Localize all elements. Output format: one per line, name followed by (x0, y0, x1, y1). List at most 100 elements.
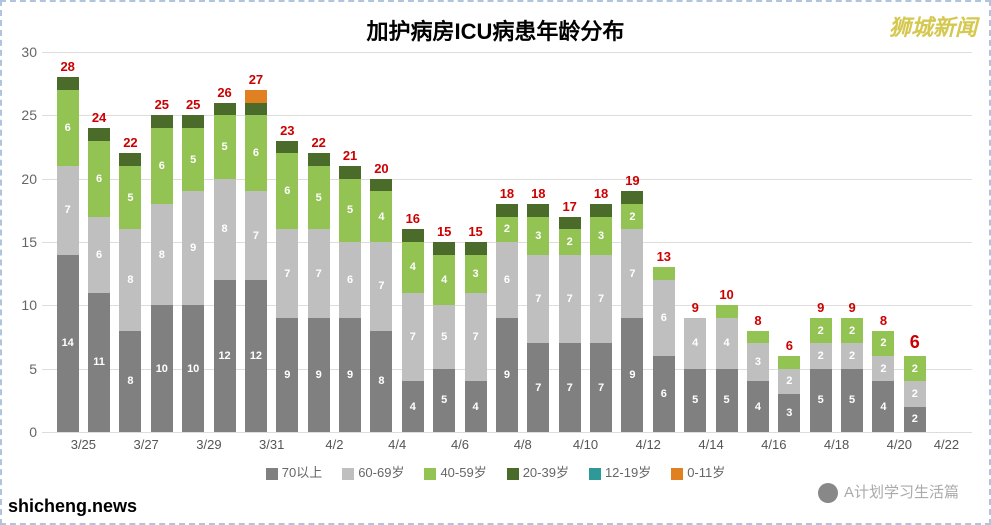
legend-label: 12-19岁 (605, 465, 651, 480)
bar-segment: 6 (88, 217, 110, 293)
stacked-bar: 43 (747, 331, 769, 432)
total-label: 22 (311, 135, 325, 150)
bar-segment (245, 90, 267, 103)
stacked-bar: 874 (370, 179, 392, 432)
stacked-bar: 522 (841, 318, 863, 432)
bar-segment: 2 (778, 369, 800, 394)
bar-segment (747, 331, 769, 344)
x-tick-label: 4/6 (429, 437, 492, 452)
legend-label: 20-39岁 (523, 465, 569, 480)
bar-segment: 4 (370, 191, 392, 242)
bar-segment (151, 115, 173, 128)
bar-segment (57, 77, 79, 90)
legend-swatch (342, 468, 354, 480)
total-label: 15 (437, 224, 451, 239)
legend-swatch (671, 468, 683, 480)
y-tick-label: 5 (12, 361, 37, 377)
bar-group: 22975 (303, 153, 334, 432)
bar-segment (465, 242, 487, 255)
bar-segment: 4 (716, 318, 738, 369)
bar-segment: 9 (496, 318, 518, 432)
stacked-bar: 773 (590, 204, 612, 432)
stacked-bar: 772 (559, 217, 581, 432)
bar-segment (778, 356, 800, 369)
bar-segment (214, 103, 236, 116)
total-label: 23 (280, 123, 294, 138)
chart-container: 狮城新闻 加护病房ICU病患年龄分布 051015202530 28147624… (0, 0, 991, 525)
bar-segment: 3 (778, 394, 800, 432)
legend-label: 0-11岁 (687, 465, 725, 480)
bar-segment: 4 (433, 255, 455, 306)
bar-group: 261285 (209, 103, 240, 432)
stacked-bar: 222 (904, 356, 926, 432)
y-tick-label: 10 (12, 297, 37, 313)
bar-segment: 2 (904, 407, 926, 432)
bar-group: 281476 (52, 77, 83, 432)
bar-segment: 6 (276, 153, 298, 229)
bar-segment: 4 (747, 381, 769, 432)
bar-group: 18962 (491, 204, 522, 432)
x-tick-label: 4/8 (491, 437, 554, 452)
bar-group: 15473 (460, 242, 491, 432)
bar-segment: 9 (182, 191, 204, 305)
bar-segment: 5 (339, 179, 361, 242)
bar-segment: 2 (904, 356, 926, 381)
stacked-bar: 1276 (245, 90, 267, 432)
bar-segment: 2 (841, 343, 863, 368)
bar-segment: 7 (590, 343, 612, 432)
total-label: 22 (123, 135, 137, 150)
bar-segment (621, 191, 643, 204)
total-label: 6 (910, 332, 920, 353)
bar-group: 22885 (115, 153, 146, 432)
bar-group: 632 (774, 356, 805, 432)
bar-segment: 7 (559, 255, 581, 344)
chart-title: 加护病房ICU病患年龄分布 (2, 2, 989, 46)
stacked-bar: 1095 (182, 115, 204, 432)
stacked-bar: 522 (810, 318, 832, 432)
bar-segment (527, 204, 549, 217)
bar-segment: 5 (841, 369, 863, 432)
stacked-bar: 66 (653, 267, 675, 432)
bar-segment: 5 (182, 128, 204, 191)
bar-segment: 7 (276, 229, 298, 318)
stacked-bar: 54 (716, 305, 738, 432)
total-label: 18 (594, 186, 608, 201)
bar-segment: 5 (214, 115, 236, 178)
total-label: 25 (186, 97, 200, 112)
bar-segment: 2 (559, 229, 581, 254)
bar-segment: 9 (276, 318, 298, 432)
stacked-bar: 885 (119, 153, 141, 432)
legend-item: 70以上 (266, 462, 322, 481)
bar-segment: 2 (810, 343, 832, 368)
total-label: 8 (880, 313, 887, 328)
bar-segment: 7 (402, 293, 424, 382)
stacked-bar: 54 (684, 318, 706, 432)
bar-segment (716, 305, 738, 318)
x-tick-label: 4/16 (742, 437, 805, 452)
bar-segment (245, 103, 267, 116)
bar-segment: 7 (590, 255, 612, 344)
x-tick-label: 4/22 (931, 437, 962, 452)
stacked-bar: 972 (621, 191, 643, 432)
watermark-top: 狮城新闻 (889, 10, 977, 42)
bar-segment: 5 (716, 369, 738, 432)
bar-segment: 2 (904, 381, 926, 406)
weibo-icon (818, 483, 838, 503)
bar-group: 271276 (240, 90, 271, 432)
x-tick-label: 4/4 (366, 437, 429, 452)
y-tick-label: 25 (12, 107, 37, 123)
bar-segment: 3 (747, 343, 769, 381)
stacked-bar: 32 (778, 356, 800, 432)
bar-segment: 3 (590, 217, 612, 255)
legend-item: 0-11岁 (671, 462, 725, 481)
stacked-bar: 975 (308, 153, 330, 432)
bar-segment: 7 (308, 229, 330, 318)
bar-group: 20874 (366, 179, 397, 432)
legend-swatch (507, 468, 519, 480)
bar-segment: 4 (465, 381, 487, 432)
bar-segment: 8 (370, 331, 392, 432)
bar-segment: 4 (684, 318, 706, 369)
bar-segment: 6 (88, 141, 110, 217)
total-label: 17 (562, 199, 576, 214)
total-label: 18 (500, 186, 514, 201)
